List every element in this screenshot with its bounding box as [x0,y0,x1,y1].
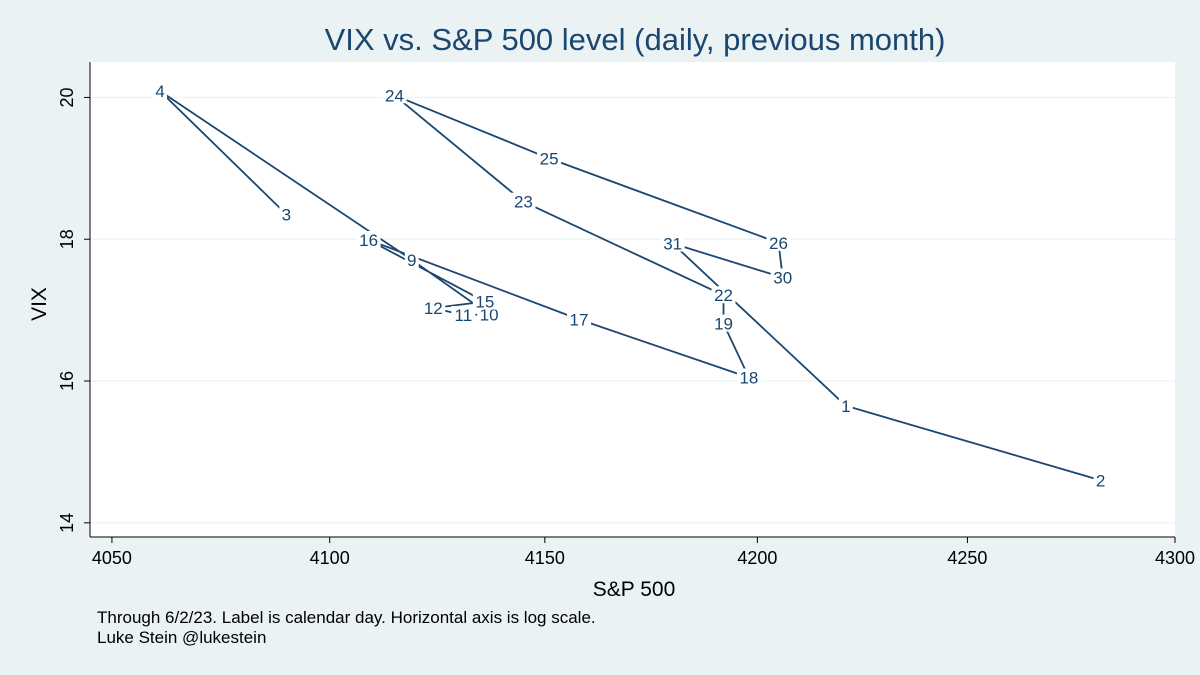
point-label-bg [711,314,736,332]
point-label-bg [736,368,761,386]
point-label: 12 [424,299,443,318]
point-label: 30 [773,269,792,288]
x-tick-label: 4150 [525,548,565,568]
x-axis-title: S&P 500 [593,578,676,601]
point-label: 2 [1096,471,1105,490]
y-tick-label: 16 [57,371,77,391]
point-label-bg [770,268,795,286]
grid-lines [90,96,1175,524]
point-label: 9 [407,251,416,270]
point-label: 31 [663,234,682,253]
point-label: 23 [514,193,533,212]
point-label: 3 [282,205,291,224]
point-label: 24 [385,86,404,105]
point-label: 17 [570,310,589,329]
x-tick-label: 4050 [92,548,132,568]
y-tick-label: 20 [57,87,77,107]
point-label: 1 [841,397,850,416]
y-tick-label: 14 [57,513,77,533]
point-label-bg [404,250,419,268]
point-label-bg [660,234,685,252]
x-tick-label: 4200 [737,548,777,568]
point-label: 18 [739,368,758,387]
point-label-bg [567,310,592,328]
point-label: 4 [155,82,164,101]
point-label-bg [153,82,168,100]
footnote: Through 6/2/23. Label is calendar day. H… [97,608,596,627]
point-label: 19 [714,315,733,334]
y-axis-title: VIX [28,287,51,321]
point-label: 15 [475,293,494,312]
point-label-bg [1093,471,1108,489]
point-label-bg [711,286,736,304]
point-label-bg [838,396,853,414]
point-label-bg [477,305,502,323]
point-label: 10 [480,305,499,324]
point-label-bg [472,292,497,310]
point-label-bg [421,299,446,317]
point-label: 22 [714,286,733,305]
point-label-bg [537,149,562,167]
point-label: 16 [359,231,378,250]
point-label-bg [279,205,294,223]
point-label-bg [511,192,536,210]
point-label-bg [356,230,381,248]
x-tick-label: 4100 [310,548,350,568]
point-label: 25 [540,149,559,168]
point-label-bg [382,86,407,104]
point-label-bg [766,233,791,251]
point-label: 11 [455,306,473,325]
credit-line: Luke Stein @lukestein [97,628,267,647]
plot-background [90,62,1175,537]
point-label-bg [451,306,476,324]
x-tick-label: 4250 [947,548,987,568]
point-label: 26 [769,234,788,253]
chart-title: VIX vs. S&P 500 level (daily, previous m… [324,22,946,57]
x-tick-label: 4300 [1155,548,1195,568]
plot-area [90,62,1175,537]
y-tick-label: 18 [57,229,77,249]
